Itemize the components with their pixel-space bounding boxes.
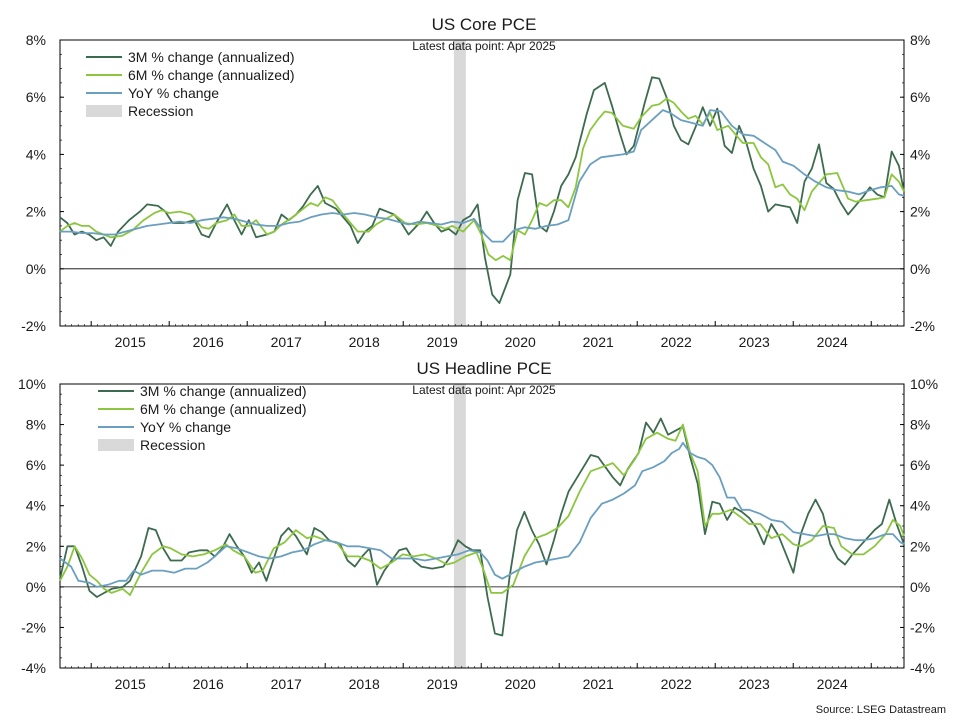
x-tick-label: 2016 — [193, 676, 224, 692]
y-tick-label-left: 0% — [26, 261, 46, 277]
legend-swatch-recession — [86, 105, 122, 117]
x-tick-label: 2019 — [427, 676, 458, 692]
legend-label: YoY % change — [128, 85, 219, 101]
x-tick-label: 2021 — [583, 676, 614, 692]
recession-band — [453, 40, 466, 326]
legend-label: YoY % change — [140, 419, 231, 435]
y-tick-label-left: 0% — [26, 579, 46, 595]
y-tick-label-right: 0% — [910, 579, 930, 595]
x-tick-label: 2024 — [817, 334, 848, 350]
source-note: Source: LSEG Datastream — [816, 704, 946, 716]
x-tick-label: 2024 — [817, 676, 848, 692]
x-tick-label: 2018 — [349, 334, 380, 350]
x-tick-label: 2023 — [739, 334, 770, 350]
y-tick-label-right: 8% — [910, 417, 930, 433]
y-tick-label-left: 4% — [26, 146, 46, 162]
x-tick-label: 2023 — [739, 676, 770, 692]
x-tick-label: 2020 — [505, 676, 536, 692]
y-tick-label-right: 10% — [910, 376, 938, 392]
chart-subtitle: Latest data point: Apr 2025 — [412, 383, 556, 397]
y-tick-label-left: 10% — [18, 376, 46, 392]
x-tick-label: 2020 — [505, 334, 536, 350]
series-line-6m — [59, 97, 905, 262]
y-tick-label-left: 8% — [26, 32, 46, 48]
y-tick-label-left: -4% — [21, 660, 46, 676]
y-tick-label-left: 2% — [26, 538, 46, 554]
x-tick-label: 2015 — [115, 334, 146, 350]
legend-label: 3M % change (annualized) — [128, 49, 295, 65]
legend-label: 3M % change (annualized) — [140, 383, 307, 399]
legend: 3M % change (annualized) 6M % change (ann… — [98, 383, 307, 453]
y-tick-label-right: 8% — [910, 32, 930, 48]
x-tick-label: 2021 — [583, 334, 614, 350]
x-tick-label: 2022 — [661, 676, 692, 692]
y-tick-label-left: -2% — [21, 619, 46, 635]
legend-label: Recession — [128, 103, 193, 119]
y-tick-label-left: 6% — [26, 89, 46, 105]
series-line-3m — [59, 76, 905, 304]
series-line-6m — [59, 423, 905, 596]
y-tick-label-right: 6% — [910, 457, 930, 473]
x-tick-label: 2018 — [349, 676, 380, 692]
series-line-yoy — [60, 109, 905, 243]
chart-title: US Core PCE — [432, 15, 537, 34]
y-tick-label-right: 2% — [910, 538, 930, 554]
x-tick-label: 2019 — [427, 334, 458, 350]
y-tick-label-right: 0% — [910, 261, 930, 277]
y-tick-label-right: -2% — [910, 619, 935, 635]
legend: 3M % change (annualized) 6M % change (ann… — [86, 49, 295, 119]
legend-label: 6M % change (annualized) — [128, 67, 295, 83]
x-tick-label: 2022 — [661, 334, 692, 350]
y-tick-label-right: 4% — [910, 498, 930, 514]
y-tick-label-left: 2% — [26, 204, 46, 220]
y-tick-label-left: 8% — [26, 417, 46, 433]
y-tick-label-right: -2% — [910, 318, 935, 334]
core-pce-chart: -2% -2% 0% 0% 2% 2% 4% 4% 6% 6% 8% 8% 2015 2016 2017 20… — [21, 15, 935, 350]
recession-band — [453, 384, 466, 668]
chart-title: US Headline PCE — [416, 359, 551, 378]
y-tick-label-right: 6% — [910, 89, 930, 105]
headline-pce-chart: -4% -4% -2% -2% 0% 0% 2% 2% 4% 4% 6% 6% 8% 8% 10% 10% 20… — [18, 359, 938, 692]
series-line-yoy — [59, 441, 905, 588]
x-tick-label: 2015 — [115, 676, 146, 692]
y-tick-label-right: -4% — [910, 660, 935, 676]
legend-label: Recession — [140, 437, 205, 453]
chart-subtitle: Latest data point: Apr 2025 — [412, 39, 556, 53]
y-tick-label-left: -2% — [21, 318, 46, 334]
y-tick-label-left: 4% — [26, 498, 46, 514]
legend-swatch-recession — [98, 439, 134, 451]
y-tick-label-left: 6% — [26, 457, 46, 473]
legend-label: 6M % change (annualized) — [140, 401, 307, 417]
x-tick-label: 2017 — [271, 334, 302, 350]
y-tick-label-right: 2% — [910, 204, 930, 220]
x-tick-label: 2016 — [193, 334, 224, 350]
x-tick-label: 2017 — [271, 676, 302, 692]
y-tick-label-right: 4% — [910, 146, 930, 162]
